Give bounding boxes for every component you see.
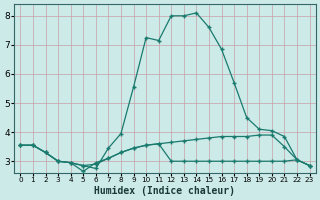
X-axis label: Humidex (Indice chaleur): Humidex (Indice chaleur)	[94, 186, 236, 196]
